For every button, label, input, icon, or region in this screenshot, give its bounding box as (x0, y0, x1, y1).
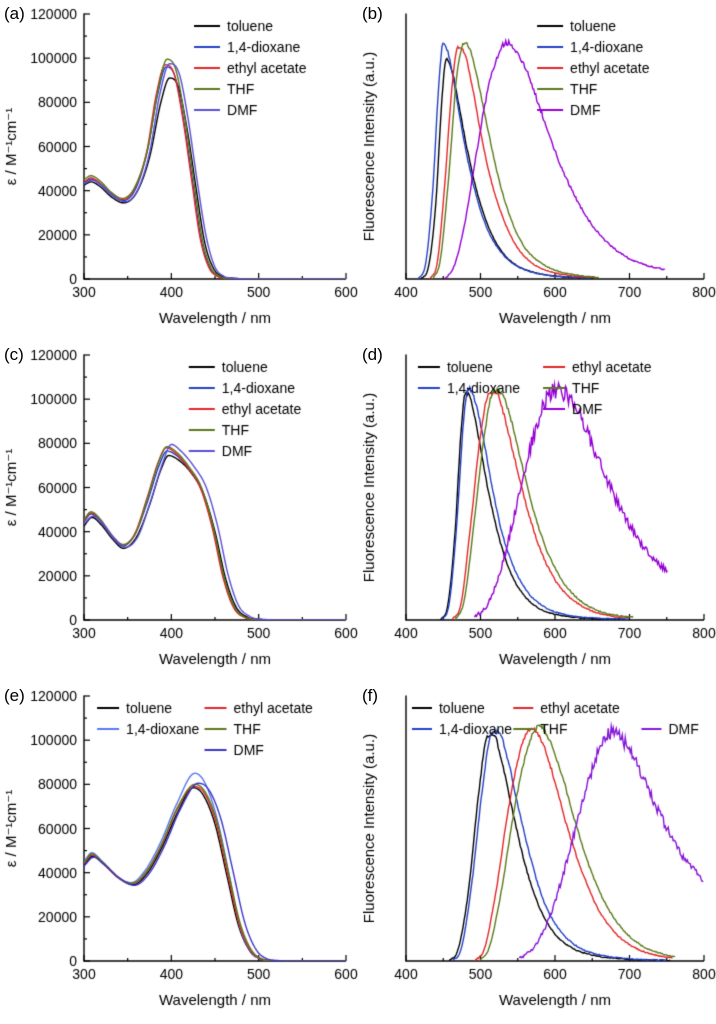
panel-e: (e) (0, 682, 358, 1023)
panel-b-label: (b) (362, 4, 383, 23)
panel-d-label: (d) (362, 345, 383, 364)
panel-d-fluorescence-chart (358, 341, 716, 682)
panel-f-label: (f) (362, 686, 379, 705)
panel-a: (a) (0, 0, 358, 341)
panel-a-label: (a) (4, 4, 25, 23)
panel-d: (d) (358, 341, 716, 682)
panel-a-absorption-chart (0, 0, 358, 341)
panel-e-label: (e) (4, 686, 25, 705)
panel-b-fluorescence-chart (358, 0, 716, 341)
panel-f: (f) (358, 682, 716, 1023)
panel-e-absorption-chart (0, 682, 358, 1023)
panel-c-label: (c) (4, 345, 24, 364)
panel-c-absorption-chart (0, 341, 358, 682)
panel-f-fluorescence-chart (358, 682, 716, 1023)
panel-b: (b) (358, 0, 716, 341)
panel-c: (c) (0, 341, 358, 682)
